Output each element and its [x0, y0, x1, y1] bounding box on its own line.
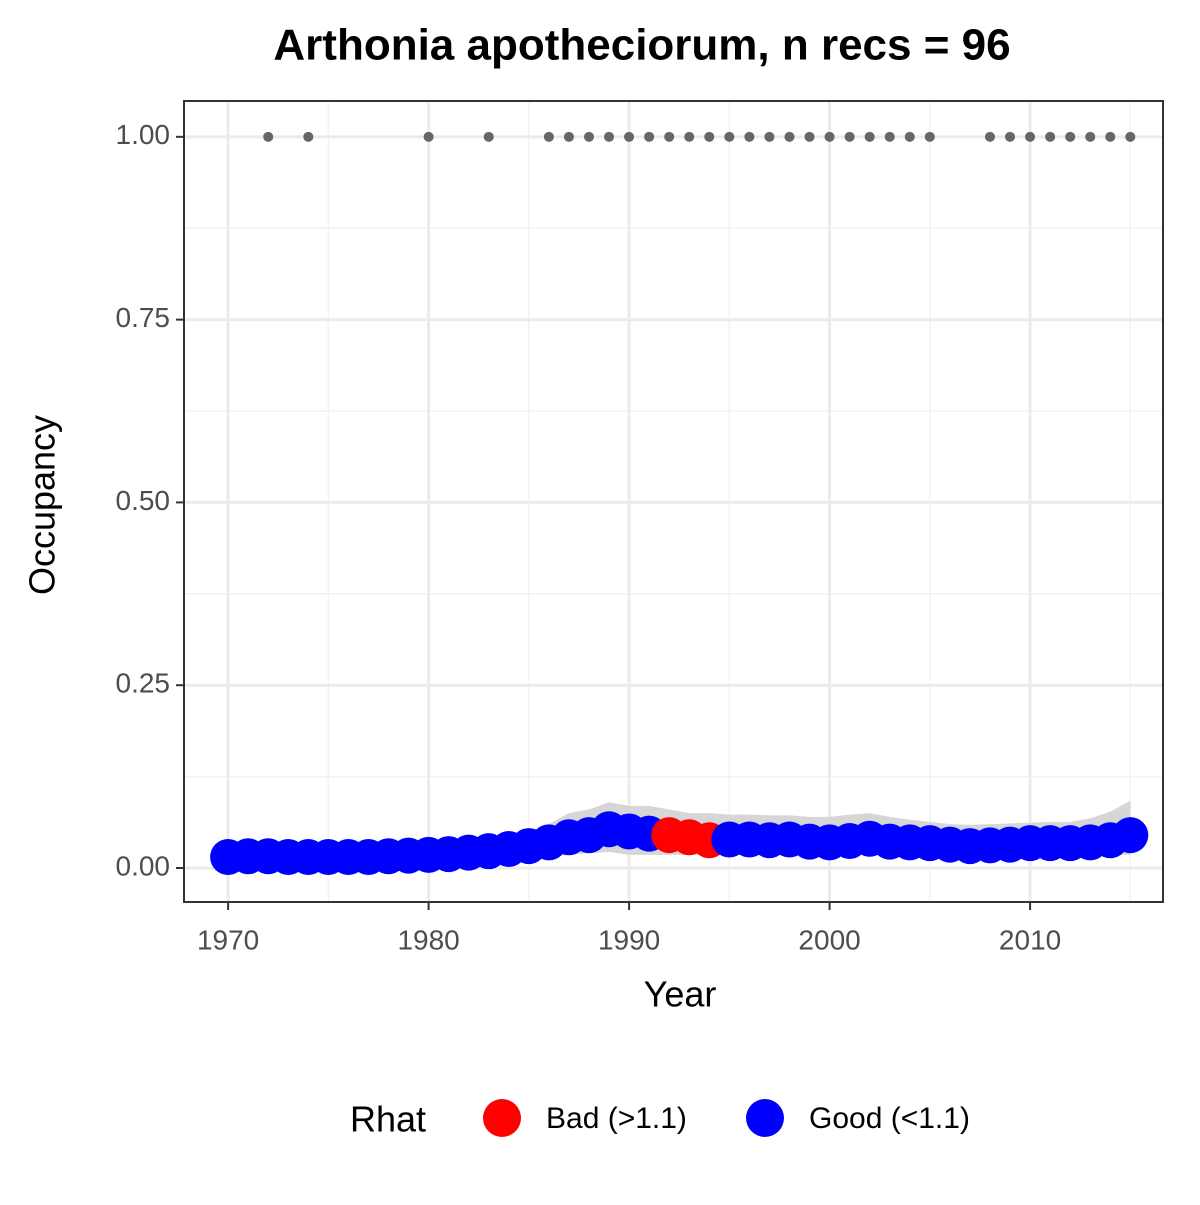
- detection-point: [1085, 131, 1096, 142]
- legend-label: Good (<1.1): [809, 1102, 970, 1135]
- detection-point: [423, 131, 434, 142]
- occupancy-point: [1112, 817, 1149, 854]
- detection-point: [303, 131, 314, 142]
- detection-point: [263, 131, 274, 142]
- chart-title: Arthonia apotheciorum, n recs = 96: [273, 21, 1010, 70]
- detection-point: [844, 131, 855, 142]
- detection-point: [483, 131, 494, 142]
- x-tick-label: 2010: [999, 924, 1061, 955]
- detection-point: [1065, 131, 1076, 142]
- detection-point: [864, 131, 875, 142]
- detection-point: [884, 131, 895, 142]
- legend-title: Rhat: [350, 1099, 426, 1140]
- detection-point: [784, 131, 795, 142]
- y-axis-title: Occupancy: [22, 415, 63, 595]
- detection-point: [604, 131, 615, 142]
- detection-point: [1045, 131, 1056, 142]
- x-tick-label: 2000: [798, 924, 860, 955]
- legend-key: [483, 1099, 521, 1137]
- x-tick-label: 1990: [598, 924, 660, 955]
- panel-border: [183, 100, 1164, 903]
- x-axis-title: Year: [644, 974, 717, 1015]
- detection-point: [1025, 131, 1036, 142]
- detection-point: [563, 131, 574, 142]
- detection-point: [704, 131, 715, 142]
- detection-point: [624, 131, 635, 142]
- detection-point: [644, 131, 655, 142]
- detection-point: [1105, 131, 1116, 142]
- x-tick-label: 1970: [197, 924, 259, 955]
- legend-key: [746, 1099, 784, 1137]
- detection-point: [924, 131, 935, 142]
- legend-label: Bad (>1.1): [546, 1102, 687, 1135]
- detection-point: [1125, 131, 1136, 142]
- detection-point: [904, 131, 915, 142]
- detection-point: [684, 131, 695, 142]
- detection-point: [764, 131, 775, 142]
- detection-point: [724, 131, 735, 142]
- x-tick-label: 1980: [397, 924, 459, 955]
- y-tick-label: 0.50: [116, 485, 171, 516]
- detection-point: [664, 131, 675, 142]
- detection-point: [1005, 131, 1016, 142]
- detection-point: [804, 131, 815, 142]
- detection-point: [583, 131, 594, 142]
- y-tick-label: 0.00: [116, 850, 171, 881]
- detection-point: [744, 131, 755, 142]
- y-tick-label: 1.00: [116, 119, 171, 150]
- y-tick-label: 0.75: [116, 302, 171, 333]
- detection-point: [543, 131, 554, 142]
- y-tick-label: 0.25: [116, 668, 171, 699]
- detection-point: [984, 131, 995, 142]
- detection-point: [824, 131, 835, 142]
